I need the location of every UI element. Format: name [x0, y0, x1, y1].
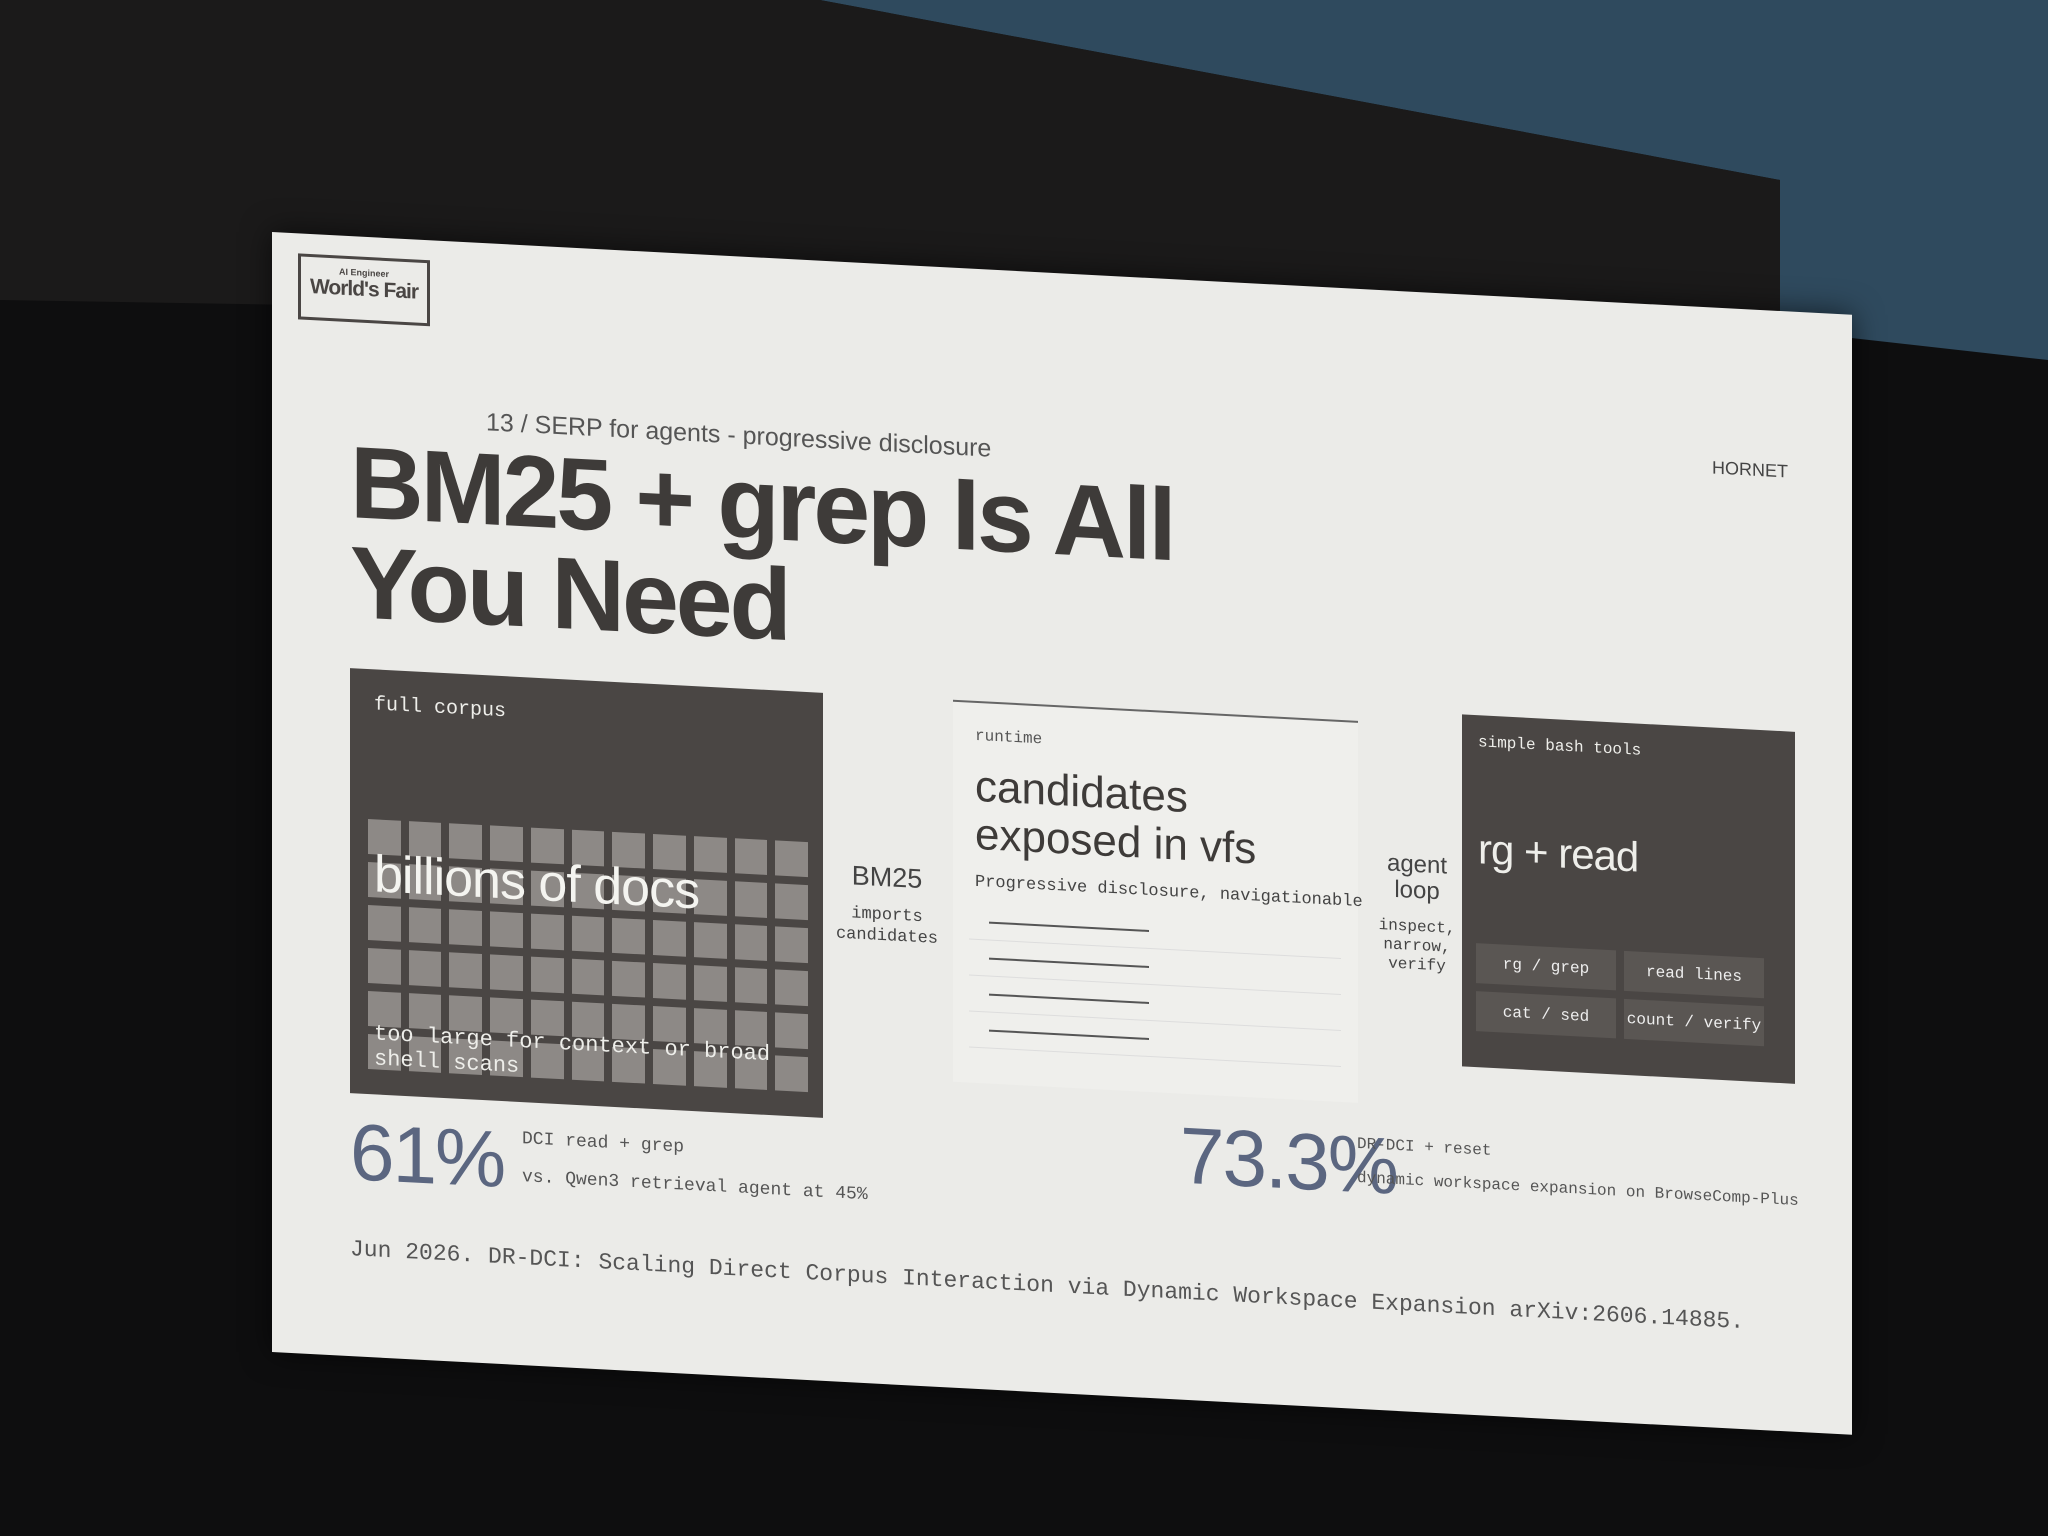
doc-cell — [530, 956, 564, 994]
connector-note: imports candidates — [835, 904, 939, 949]
doc-cell — [612, 960, 646, 998]
wall-light — [820, 0, 2048, 360]
tool-chip: rg / grep — [1476, 943, 1616, 991]
panel-headline: candidates exposed in vfs — [975, 761, 1257, 874]
doc-cell — [734, 967, 768, 1004]
doc-cell — [693, 965, 727, 1002]
panel-label: full corpus — [374, 693, 507, 724]
corpus-panel: full corpus billions of docs too large f… — [350, 668, 823, 1118]
doc-cell — [734, 924, 768, 961]
connector-label: agent loop — [1386, 849, 1448, 906]
tools-panel: simple bash tools rg + read rg / grep re… — [1462, 714, 1795, 1084]
doc-cell — [530, 913, 564, 951]
runtime-panel: runtime candidates exposed in vfs Progre… — [953, 699, 1363, 1103]
connector-note: inspect, narrow, verify — [1378, 915, 1456, 976]
doc-cell — [734, 881, 768, 918]
stat-label: DCI read + grep — [522, 1129, 685, 1158]
doc-cell — [653, 919, 686, 957]
doc-cell — [408, 907, 442, 944]
doc-cell — [571, 958, 605, 996]
doc-cell — [775, 969, 808, 1007]
tool-chip: read lines — [1624, 950, 1764, 999]
stat-value: 73.3% — [1180, 1110, 1397, 1211]
doc-cell — [775, 926, 808, 964]
doc-cell — [653, 962, 686, 1000]
doc-cell — [693, 922, 727, 959]
doc-cell — [449, 909, 483, 947]
tool-chip: cat / sed — [1476, 991, 1616, 1039]
stat-note: vs. Qwen3 retrieval agent at 45% — [522, 1167, 868, 1206]
doc-cell — [571, 915, 605, 953]
doc-cell — [490, 954, 523, 992]
doc-cell — [775, 883, 808, 921]
brand: HORNET — [1712, 457, 1788, 482]
tool-chip: count / verify — [1624, 998, 1764, 1047]
stat-note: dynamic workspace expansion on BrowseCom… — [1357, 1168, 1799, 1211]
slide-title: BM25 + grep Is All You Need — [350, 425, 1174, 663]
doc-cell — [408, 950, 442, 987]
doc-cell — [449, 952, 483, 990]
logo: AI Engineer World's Fair — [298, 253, 430, 327]
stat-value: 61% — [350, 1107, 505, 1205]
slide: AI Engineer World's Fair 13 / SERP for a… — [272, 232, 1852, 1435]
panel-headline: rg + read — [1478, 825, 1639, 881]
connector-label: BM25 — [851, 860, 923, 895]
connector: BM25 imports candidates — [832, 859, 942, 950]
doc-cell — [612, 917, 646, 955]
doc-cell — [368, 905, 401, 942]
panel-label: simple bash tools — [1478, 733, 1642, 760]
doc-cell — [368, 948, 401, 985]
doc-cell — [775, 840, 808, 878]
doc-cell — [490, 911, 523, 949]
citation: Jun 2026. DR-DCI: Scaling Direct Corpus … — [350, 1236, 1745, 1336]
doc-cell — [734, 838, 768, 875]
panel-label: runtime — [975, 726, 1043, 749]
connector: agent loop inspect, narrow, verify — [1372, 849, 1462, 978]
